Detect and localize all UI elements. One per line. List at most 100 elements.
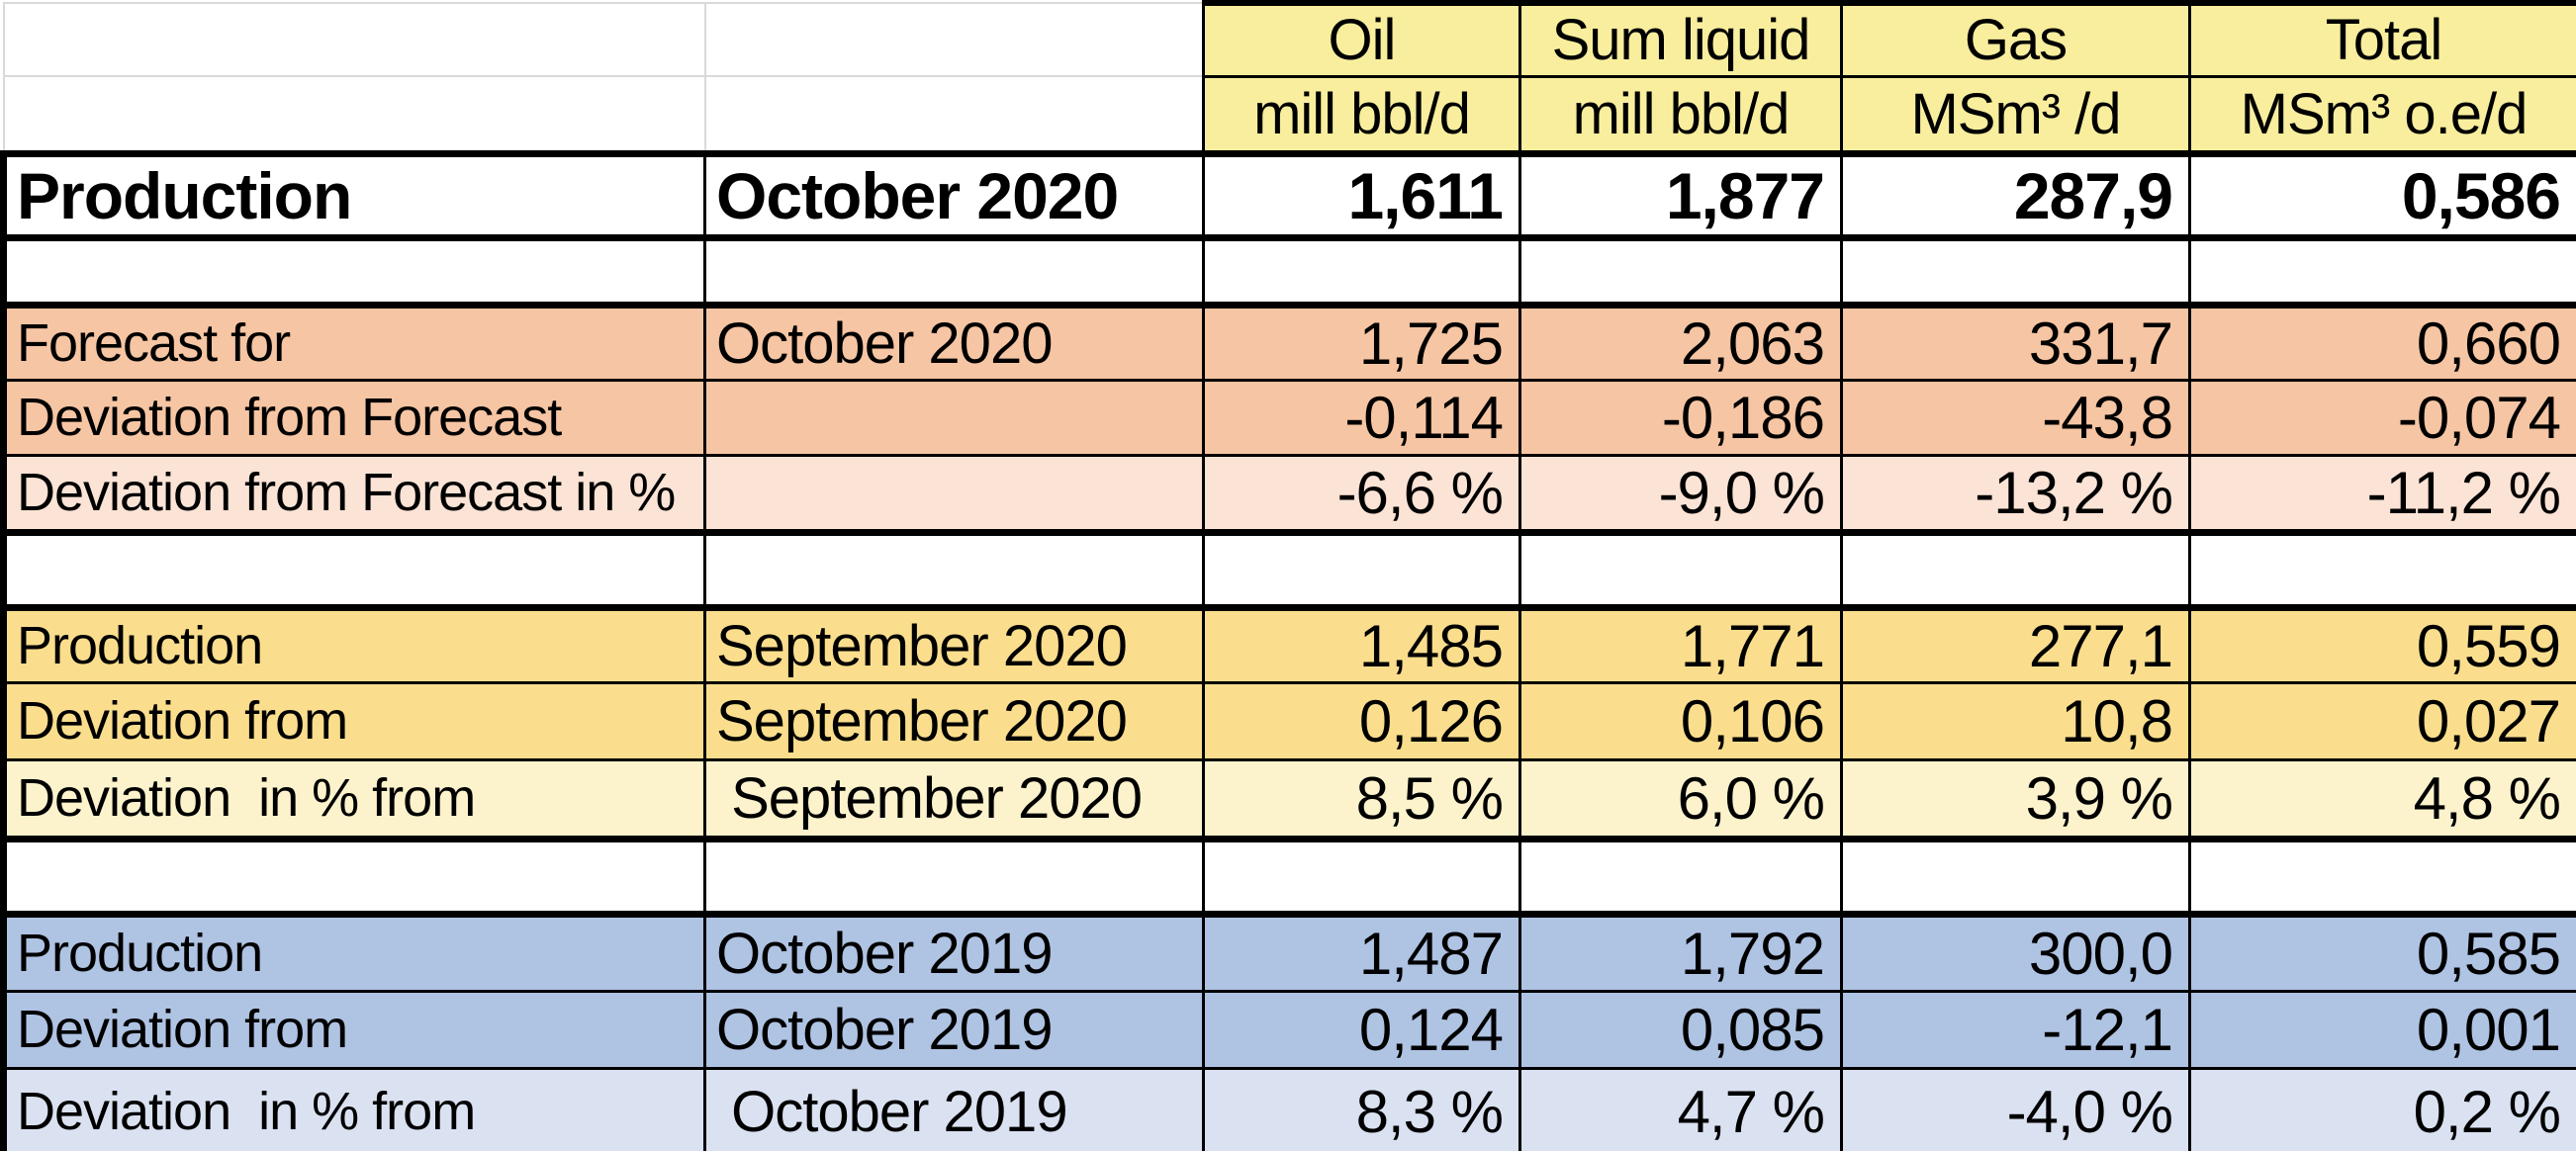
- forecast-period: October 2020: [703, 301, 1205, 382]
- col-oil-unit: mill bbl/d: [1202, 74, 1521, 155]
- deviation-forecast-pct-sumliquid: -9,0 %: [1518, 453, 1843, 536]
- production-prev-year-sumliquid: 1,792: [1518, 910, 1843, 993]
- deviation-prev-year-pct-row: Deviation in % from October 2019 8,3 % 4…: [0, 1066, 2576, 1151]
- production-prev-month-period: September 2020: [703, 603, 1205, 684]
- empty-cell: [1518, 530, 1843, 609]
- blank-cell: [703, 75, 1205, 154]
- deviation-forecast-pct-gas: -13,2 %: [1840, 453, 2191, 536]
- deviation-prev-month-pct-sumliquid: 6,0 %: [1518, 757, 1843, 842]
- forecast-total: 0,660: [2188, 301, 2576, 382]
- empty-cell: [1518, 235, 1843, 307]
- deviation-prev-year-period: October 2019: [703, 989, 1205, 1070]
- empty-cell: [2188, 235, 2576, 307]
- spacer-row: [0, 235, 2576, 307]
- empty-cell: [0, 837, 706, 916]
- empty-cell: [0, 530, 706, 609]
- spacer-row: [0, 837, 2576, 916]
- deviation-prev-month-total: 0,027: [2188, 680, 2576, 761]
- production-current-row: Production October 2020 1,611 1,877 287,…: [0, 149, 2576, 241]
- empty-cell: [0, 235, 706, 307]
- production-current-oil: 1,611: [1202, 149, 1521, 241]
- production-prev-month-oil: 1,485: [1202, 603, 1521, 684]
- deviation-prev-year-pct-oil: 8,3 %: [1202, 1066, 1521, 1151]
- deviation-prev-month-pct-label: Deviation in % from: [0, 757, 706, 842]
- production-prev-month-label: Production: [0, 603, 706, 684]
- blank-cell: [703, 2, 1205, 77]
- production-current-label: Production: [0, 149, 706, 241]
- deviation-prev-year-row: Deviation from October 2019 0,124 0,085 …: [0, 989, 2576, 1070]
- deviation-prev-month-pct-gas: 3,9 %: [1840, 757, 2191, 842]
- empty-cell: [703, 837, 1205, 916]
- empty-cell: [1840, 235, 2191, 307]
- deviation-forecast-pct-oil: -6,6 %: [1202, 453, 1521, 536]
- deviation-forecast-label: Deviation from Forecast: [0, 378, 706, 457]
- production-current-total: 0,586: [2188, 149, 2576, 241]
- empty-cell: [2188, 530, 2576, 609]
- blank-cell: [2, 2, 706, 77]
- col-gas-title: Gas: [1840, 0, 2191, 78]
- forecast-gas: 331,7: [1840, 301, 2191, 382]
- empty-cell: [1840, 530, 2191, 609]
- deviation-prev-year-pct-label: Deviation in % from: [0, 1066, 706, 1151]
- deviation-prev-year-oil: 0,124: [1202, 989, 1521, 1070]
- forecast-label: Forecast for: [0, 301, 706, 382]
- forecast-row: Forecast for October 2020 1,725 2,063 33…: [0, 301, 2576, 382]
- col-gas-unit: MSm³ /d: [1840, 74, 2191, 155]
- empty-cell: [703, 530, 1205, 609]
- empty-cell: [2188, 837, 2576, 916]
- deviation-prev-month-period: September 2020: [703, 680, 1205, 761]
- production-current-gas: 287,9: [1840, 149, 2191, 241]
- deviation-forecast-period: [703, 378, 1205, 457]
- deviation-prev-year-pct-gas: -4,0 %: [1840, 1066, 2191, 1151]
- header-title-row: Oil Sum liquid Gas Total: [2, 0, 2576, 78]
- deviation-prev-year-pct-sumliquid: 4,7 %: [1518, 1066, 1843, 1151]
- deviation-prev-year-label: Deviation from: [0, 989, 706, 1070]
- col-sumliquid-title: Sum liquid: [1518, 0, 1843, 78]
- deviation-forecast-pct-period: [703, 453, 1205, 536]
- production-current-period: October 2020: [703, 149, 1205, 241]
- col-oil-title: Oil: [1202, 0, 1521, 78]
- production-prev-month-total: 0,559: [2188, 603, 2576, 684]
- deviation-prev-month-oil: 0,126: [1202, 680, 1521, 761]
- production-prev-year-total: 0,585: [2188, 910, 2576, 993]
- production-prev-year-label: Production: [0, 910, 706, 993]
- deviation-prev-month-label: Deviation from: [0, 680, 706, 761]
- deviation-prev-year-pct-period: October 2019: [703, 1066, 1205, 1151]
- col-total-unit: MSm³ o.e/d: [2188, 74, 2576, 155]
- deviation-forecast-pct-label: Deviation from Forecast in %: [0, 453, 706, 536]
- deviation-prev-year-gas: -12,1: [1840, 989, 2191, 1070]
- forecast-sumliquid: 2,063: [1518, 301, 1843, 382]
- production-prev-month-gas: 277,1: [1840, 603, 2191, 684]
- empty-cell: [703, 235, 1205, 307]
- forecast-oil: 1,725: [1202, 301, 1521, 382]
- deviation-prev-month-pct-oil: 8,5 %: [1202, 757, 1521, 842]
- blank-cell: [2, 75, 706, 154]
- col-sumliquid-unit: mill bbl/d: [1518, 74, 1843, 155]
- spacer-row: [0, 530, 2576, 609]
- empty-cell: [1202, 235, 1521, 307]
- production-prev-year-period: October 2019: [703, 910, 1205, 993]
- production-prev-year-gas: 300,0: [1840, 910, 2191, 993]
- col-total-title: Total: [2188, 0, 2576, 78]
- production-prev-month-row: Production September 2020 1,485 1,771 27…: [0, 603, 2576, 684]
- header-unit-row: mill bbl/d mill bbl/d MSm³ /d MSm³ o.e/d: [2, 74, 2576, 155]
- deviation-prev-year-sumliquid: 0,085: [1518, 989, 1843, 1070]
- deviation-prev-year-total: 0,001: [2188, 989, 2576, 1070]
- deviation-prev-year-pct-total: 0,2 %: [2188, 1066, 2576, 1151]
- empty-cell: [1202, 837, 1521, 916]
- empty-cell: [1202, 530, 1521, 609]
- deviation-forecast-gas: -43,8: [1840, 378, 2191, 457]
- empty-cell: [1518, 837, 1843, 916]
- deviation-prev-month-pct-row: Deviation in % from September 2020 8,5 %…: [0, 757, 2576, 842]
- deviation-forecast-total: -0,074: [2188, 378, 2576, 457]
- deviation-prev-month-pct-total: 4,8 %: [2188, 757, 2576, 842]
- production-prev-year-row: Production October 2019 1,487 1,792 300,…: [0, 910, 2576, 993]
- deviation-forecast-pct-total: -11,2 %: [2188, 453, 2576, 536]
- deviation-prev-month-row: Deviation from September 2020 0,126 0,10…: [0, 680, 2576, 761]
- empty-cell: [1840, 837, 2191, 916]
- deviation-prev-month-sumliquid: 0,106: [1518, 680, 1843, 761]
- deviation-prev-month-gas: 10,8: [1840, 680, 2191, 761]
- deviation-forecast-oil: -0,114: [1202, 378, 1521, 457]
- deviation-forecast-sumliquid: -0,186: [1518, 378, 1843, 457]
